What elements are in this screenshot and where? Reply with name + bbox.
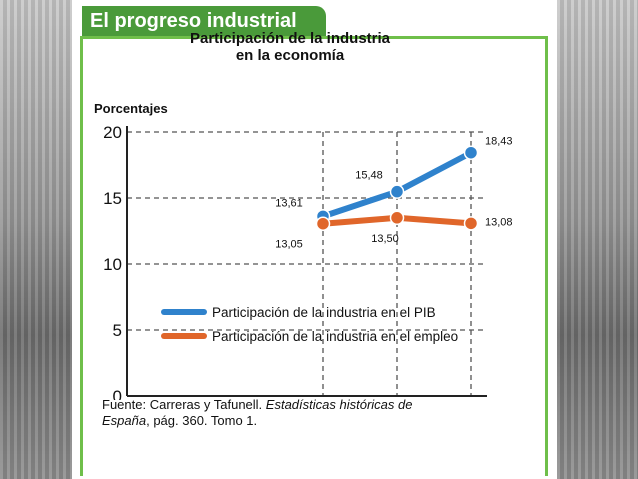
source-suffix: , pág. 360. Tomo 1. <box>146 413 258 428</box>
background-right <box>557 0 638 479</box>
data-label: 13,08 <box>485 216 513 228</box>
y-tick-label: 5 <box>113 321 122 340</box>
data-label: 18,43 <box>485 136 513 148</box>
title-bar: El progreso industrial <box>82 6 326 36</box>
data-point <box>389 210 405 226</box>
line-chart: 05101520Porcentajes185018601870Años13,61… <box>94 101 513 400</box>
chart-title-line-1: Participación de la industria <box>189 30 391 47</box>
legend-label: Participación de la industria en el empl… <box>212 329 458 344</box>
chart-title: Participación de la industria en la econ… <box>160 30 420 64</box>
chart-title-line-2: en la economía <box>235 47 345 64</box>
source-title: Estadísticas históricas de España <box>102 397 413 428</box>
data-point <box>389 184 405 199</box>
source-note: Fuente: Carreras y Tafunell. Estadística… <box>102 397 462 429</box>
y-tick-label: 0 <box>113 387 122 400</box>
data-label: 13,50 <box>371 233 399 245</box>
data-point <box>463 145 479 160</box>
y-tick-label: 20 <box>103 123 122 142</box>
data-label: 13,61 <box>275 197 303 209</box>
data-label: 13,05 <box>275 239 303 251</box>
source-prefix: Fuente: Carreras y Tafunell. <box>102 397 266 412</box>
legend-label: Participación de la industria en el PIB <box>212 305 436 320</box>
y-tick-label: 15 <box>103 189 122 208</box>
data-point <box>463 216 479 231</box>
y-axis-label: Porcentajes <box>94 101 168 116</box>
infographic-card: El progreso industrial Participación de … <box>72 0 557 479</box>
y-tick-label: 10 <box>103 255 122 274</box>
data-label: 15,48 <box>355 170 383 182</box>
data-point <box>315 216 331 231</box>
background-left <box>0 0 72 479</box>
section-title: El progreso industrial <box>90 10 297 32</box>
green-frame <box>80 36 548 476</box>
